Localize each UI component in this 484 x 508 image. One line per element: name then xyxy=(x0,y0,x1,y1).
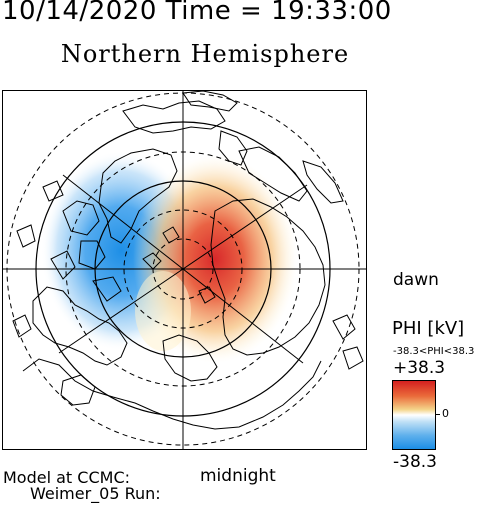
colorbar xyxy=(392,380,436,450)
colorbar-title: PHI [kV] xyxy=(392,318,465,339)
colorbar-zero-label: 0 xyxy=(442,407,449,420)
colorbar-max-label: +38.3 xyxy=(393,358,446,378)
colorbar-min-label: -38.3 xyxy=(393,452,437,472)
colorbar-range: -38.3<PHI<38.3 xyxy=(393,346,475,357)
polar-map xyxy=(2,90,367,450)
meridian-lines xyxy=(3,91,366,449)
coastlines xyxy=(12,91,364,430)
dawn-label: dawn xyxy=(393,270,439,290)
midnight-label: midnight xyxy=(200,466,276,486)
colorbar-zero-tick xyxy=(435,414,440,415)
run-credit: Weimer_05 Run: xyxy=(30,484,161,503)
map-title: Northern Hemisphere xyxy=(60,40,350,68)
potential-pattern xyxy=(41,151,297,363)
model-credit: Model at CCMC: xyxy=(3,468,130,487)
timestamp: 10/14/2020 Time = 19:33:00 xyxy=(2,0,392,26)
